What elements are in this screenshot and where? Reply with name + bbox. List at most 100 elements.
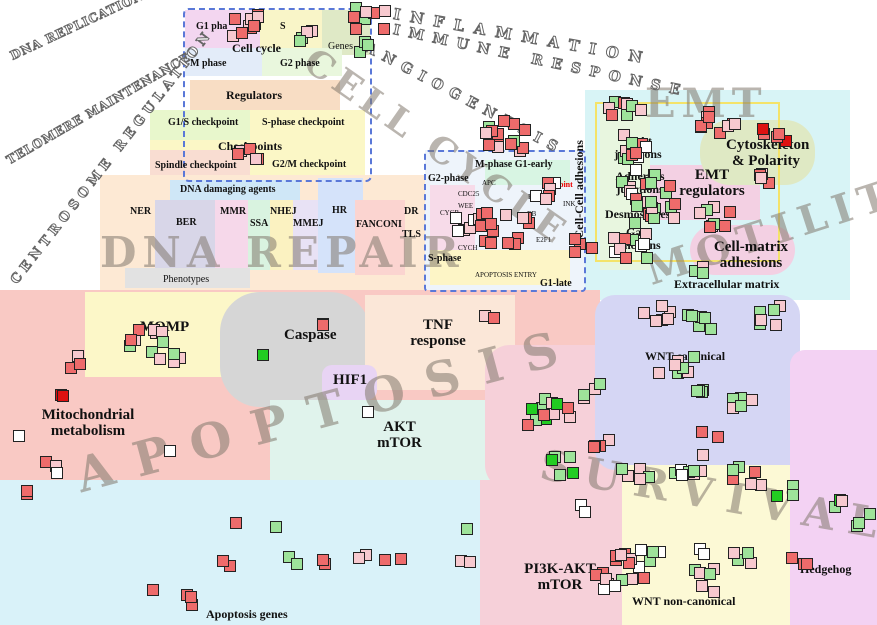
gene-node[interactable]: [637, 237, 650, 250]
gene-node[interactable]: [516, 212, 529, 225]
gene-node[interactable]: [567, 466, 580, 479]
gene-node[interactable]: [57, 389, 70, 402]
region-hedgehog[interactable]: [790, 350, 877, 625]
gene-node[interactable]: [630, 164, 643, 177]
gene-node[interactable]: [694, 120, 707, 133]
gene-node[interactable]: [146, 584, 159, 597]
region-m-phase[interactable]: [185, 48, 265, 76]
gene-node[interactable]: [301, 25, 314, 38]
gene-node[interactable]: [352, 552, 365, 565]
region-regulators[interactable]: [190, 80, 340, 110]
gene-node[interactable]: [499, 209, 512, 222]
gene-node[interactable]: [360, 5, 373, 18]
gene-node[interactable]: [645, 176, 658, 189]
gene-node[interactable]: [290, 557, 303, 570]
gene-node[interactable]: [686, 310, 699, 323]
gene-node[interactable]: [521, 418, 534, 431]
region-hif1[interactable]: [322, 365, 377, 400]
region-cc-s[interactable]: [430, 250, 570, 285]
gene-node[interactable]: [593, 378, 606, 391]
gene-node[interactable]: [497, 114, 510, 127]
gene-node[interactable]: [729, 117, 742, 130]
gene-node[interactable]: [600, 573, 613, 586]
gene-node[interactable]: [773, 127, 786, 140]
gene-node[interactable]: [634, 543, 647, 556]
gene-node[interactable]: [504, 137, 517, 150]
gene-node[interactable]: [569, 232, 582, 245]
gene-node[interactable]: [864, 507, 876, 520]
gene-node[interactable]: [629, 217, 642, 230]
gene-node[interactable]: [484, 217, 497, 230]
gene-node[interactable]: [663, 180, 676, 193]
gene-node[interactable]: [484, 236, 497, 249]
gene-node[interactable]: [835, 494, 848, 507]
gene-node[interactable]: [757, 122, 770, 135]
gene-node[interactable]: [449, 212, 462, 225]
gene-node[interactable]: [554, 468, 567, 481]
gene-node[interactable]: [579, 505, 592, 518]
gene-node[interactable]: [517, 141, 530, 154]
region-phenotypes[interactable]: [125, 268, 250, 288]
gene-node[interactable]: [662, 313, 674, 326]
gene-node[interactable]: [754, 171, 767, 184]
region-mmr[interactable]: [215, 200, 250, 270]
gene-node[interactable]: [537, 408, 550, 421]
gene-node[interactable]: [712, 430, 725, 443]
region-akt[interactable]: [270, 400, 500, 490]
region-wnt-noncanonical[interactable]: [622, 465, 797, 625]
gene-node[interactable]: [687, 351, 700, 364]
gene-node[interactable]: [704, 322, 717, 335]
gene-node[interactable]: [609, 580, 622, 593]
gene-node[interactable]: [394, 552, 407, 565]
gene-node[interactable]: [362, 38, 375, 51]
region-nhej[interactable]: [270, 200, 295, 270]
gene-node[interactable]: [316, 554, 329, 567]
gene-node[interactable]: [349, 23, 362, 36]
gene-node[interactable]: [668, 211, 681, 224]
gene-node[interactable]: [616, 462, 629, 475]
gene-node[interactable]: [21, 485, 34, 498]
gene-node[interactable]: [703, 110, 716, 123]
gene-node[interactable]: [585, 242, 598, 255]
gene-node[interactable]: [293, 34, 306, 47]
gene-node[interactable]: [668, 358, 681, 371]
gene-node[interactable]: [153, 353, 166, 366]
gene-node[interactable]: [480, 126, 493, 139]
gene-node[interactable]: [615, 548, 628, 561]
gene-node[interactable]: [270, 521, 283, 534]
gene-node[interactable]: [786, 551, 799, 564]
gene-node[interactable]: [256, 348, 269, 361]
gene-node[interactable]: [696, 426, 709, 439]
gene-node[interactable]: [634, 473, 647, 486]
gene-node[interactable]: [676, 468, 689, 481]
gene-node[interactable]: [745, 393, 758, 406]
gene-node[interactable]: [378, 4, 391, 17]
gene-node[interactable]: [74, 358, 87, 371]
gene-node[interactable]: [156, 335, 169, 348]
gene-node[interactable]: [525, 403, 538, 416]
gene-node[interactable]: [463, 555, 476, 568]
gene-node[interactable]: [724, 206, 737, 219]
gene-node[interactable]: [742, 547, 755, 560]
gene-node[interactable]: [483, 138, 496, 151]
gene-node[interactable]: [727, 547, 740, 560]
gene-node[interactable]: [164, 445, 177, 458]
gene-node[interactable]: [125, 333, 138, 346]
gene-node[interactable]: [653, 366, 666, 379]
gene-node[interactable]: [50, 466, 63, 479]
gene-node[interactable]: [378, 22, 391, 35]
region-ber[interactable]: [155, 200, 215, 270]
gene-node[interactable]: [518, 124, 531, 137]
gene-node[interactable]: [755, 313, 768, 326]
gene-node[interactable]: [630, 200, 643, 213]
region-ssa[interactable]: [248, 200, 273, 270]
gene-node[interactable]: [801, 558, 814, 571]
gene-node[interactable]: [719, 219, 732, 232]
gene-node[interactable]: [452, 224, 465, 237]
region-mmej[interactable]: [293, 200, 318, 270]
region-yellow-frame[interactable]: [595, 102, 780, 262]
gene-node[interactable]: [697, 548, 710, 561]
gene-node[interactable]: [641, 251, 654, 264]
gene-node[interactable]: [546, 454, 559, 467]
gene-node[interactable]: [247, 19, 260, 32]
